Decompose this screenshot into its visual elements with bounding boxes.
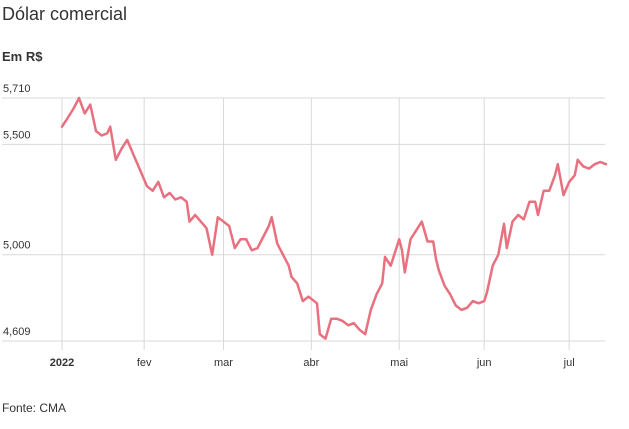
series-layer: [60, 96, 608, 340]
chart-title: Dólar comercial: [2, 4, 128, 24]
y-tick-label: 5,500: [3, 129, 31, 141]
x-axis-ticks: 2022 fev mar abr mai jun jul: [50, 357, 575, 369]
y-tick-label: 5,710: [3, 83, 31, 95]
source-note: Fonte: CMA: [2, 401, 67, 415]
x-tick-label: mai: [390, 357, 408, 369]
x-tick-label: mar: [214, 357, 233, 369]
x-tick-label: 2022: [50, 357, 74, 369]
unit-label: Em R$: [2, 49, 43, 64]
x-tick-label: abr: [303, 357, 319, 369]
grid-layer: [2, 97, 605, 350]
x-tick-label: jun: [476, 357, 492, 369]
y-axis-ticks: 4,609 5,000 5,500 5,710: [3, 83, 31, 338]
x-tick-label: jul: [563, 357, 575, 369]
y-tick-label: 5,000: [3, 240, 31, 252]
y-tick-label: 4,609: [3, 326, 31, 338]
series-line: [60, 96, 608, 340]
x-tick-label: fev: [137, 357, 152, 369]
